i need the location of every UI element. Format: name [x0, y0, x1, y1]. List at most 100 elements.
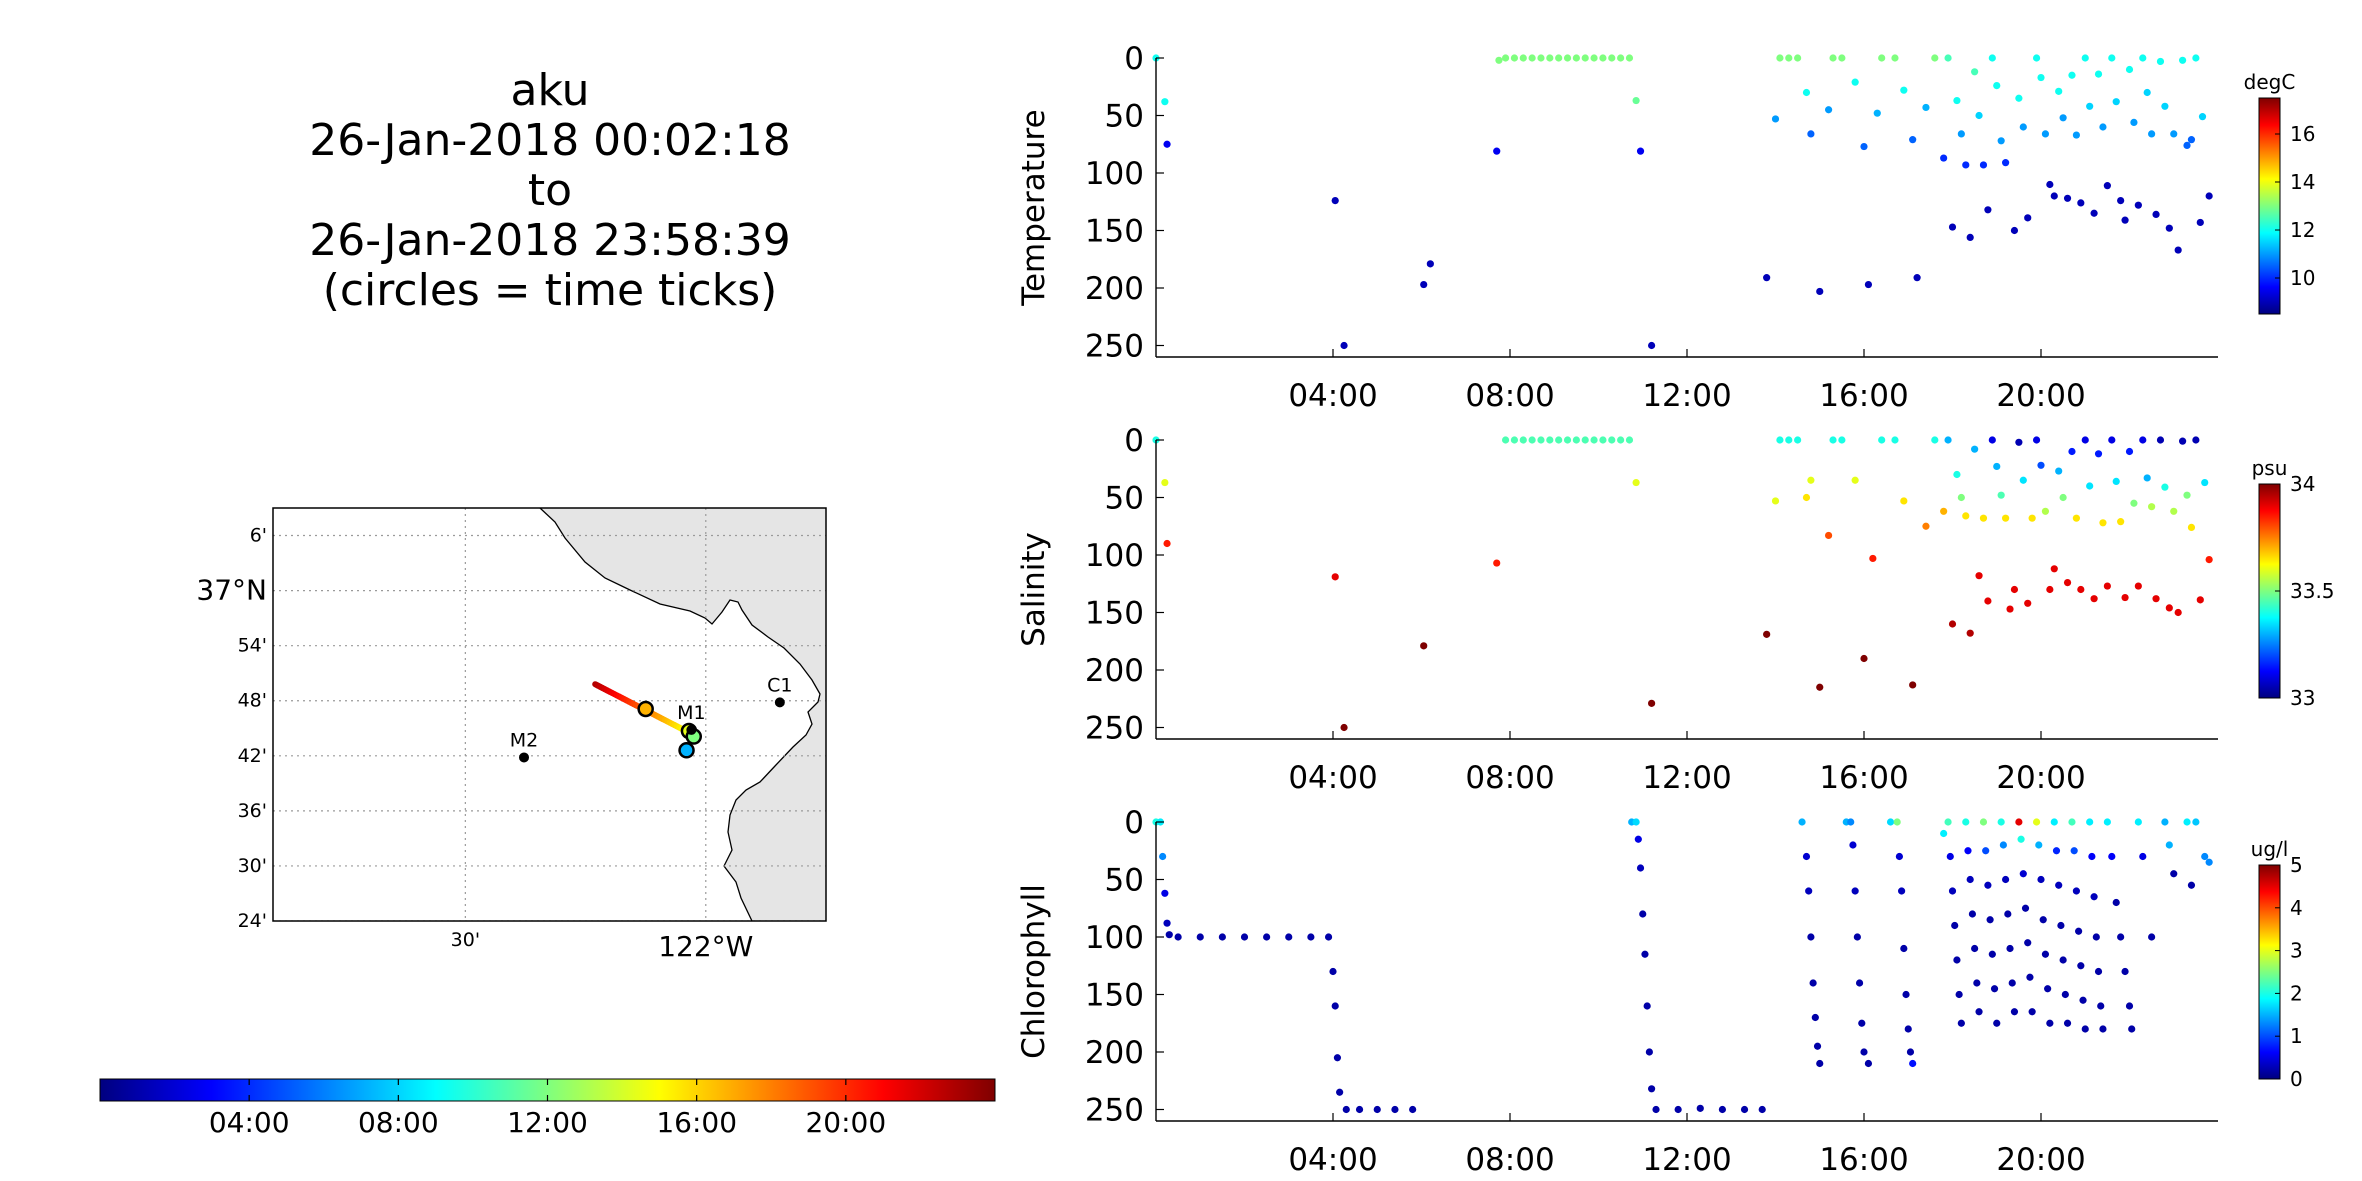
data-point: [2205, 192, 2213, 200]
land-area: [540, 508, 826, 921]
data-point: [2094, 450, 2103, 458]
data-point: [1652, 1105, 1660, 1114]
data-point: [1718, 1105, 1726, 1114]
colorbar-tick-label: 10: [2290, 266, 2315, 290]
data-point: [1802, 88, 1811, 97]
x-tick-label: 04:00: [1288, 378, 1377, 414]
data-point: [2077, 962, 2085, 970]
data-point: [2134, 818, 2142, 826]
data-point: [2205, 556, 2213, 564]
data-point: [1771, 497, 1780, 505]
colorbar-tick-label: 3: [2290, 939, 2303, 963]
data-point: [2086, 818, 2094, 826]
data-point: [2128, 1025, 2136, 1033]
data-point: [2174, 608, 2182, 617]
title-line-2: 26-Jan-2018 00:02:18: [309, 115, 791, 166]
data-point: [1898, 887, 1906, 895]
y-tick-label: 50: [1105, 481, 1144, 517]
data-point: [1599, 436, 1607, 444]
map-area: [273, 508, 826, 921]
chart-panel-temperature: 0 50 100 150 200 250 04:00 08:00 12:00 16:00 20:00…: [1016, 41, 2315, 414]
data-point: [1763, 630, 1771, 638]
data-point: [2010, 585, 2019, 594]
data-point: [1331, 573, 1339, 581]
data-point: [1953, 96, 1961, 105]
data-point: [1955, 990, 1963, 999]
data-point: [1825, 531, 1833, 540]
data-point: [1864, 280, 1873, 289]
data-point: [2092, 933, 2100, 941]
data-point: [1501, 436, 1510, 444]
data-point: [2179, 437, 2187, 445]
data-point: [2028, 1008, 2036, 1016]
x-tick-label: 16:00: [1819, 760, 1908, 796]
data-point: [2057, 921, 2065, 930]
time-colorbar: 04:00 08:00 12:00 16:00 20:00: [99, 1078, 996, 1139]
data-point: [2117, 933, 2125, 941]
data-point: [1891, 54, 1899, 62]
data-point: [1426, 260, 1434, 268]
data-point: [1285, 933, 1293, 941]
data-point: [2068, 818, 2076, 826]
data-point: [1537, 436, 1545, 444]
data-point: [2139, 852, 2147, 861]
data-point: [2039, 916, 2047, 924]
data-point: [2156, 436, 2165, 444]
data-point: [2161, 102, 2169, 110]
data-point: [1355, 1105, 1364, 1114]
data-point: [1643, 1002, 1651, 1010]
data-point: [1948, 223, 1957, 231]
map-lat-label: 30': [238, 855, 267, 877]
data-point: [2028, 514, 2036, 522]
colorbar-tick-label: 33.5: [2290, 579, 2335, 603]
data-point: [2041, 507, 2050, 515]
data-point: [1975, 111, 1983, 120]
colorbar-tick-label: 4: [2290, 896, 2303, 920]
x-tick-label: 20:00: [1996, 1142, 2085, 1178]
data-point: [1771, 115, 1780, 123]
y-tick-label: 100: [1085, 156, 1144, 192]
data-point: [2099, 123, 2107, 131]
data-point: [1853, 933, 1861, 941]
data-point: [2108, 852, 2116, 861]
data-point: [2059, 956, 2067, 964]
y-tick-label: 0: [1124, 805, 1144, 841]
colorbar-tick-label: 0: [2290, 1067, 2303, 1091]
data-point: [1581, 54, 1589, 62]
data-point: [2055, 87, 2063, 95]
mooring-label: C1: [767, 674, 792, 696]
colorbar-bar: [2258, 97, 2281, 315]
data-point: [2019, 870, 2027, 878]
y-tick-label: 100: [1085, 920, 1144, 956]
data-point: [1968, 910, 1977, 918]
data-point: [1493, 147, 1501, 155]
data-point: [1993, 1019, 2001, 1027]
data-point: [1851, 887, 1859, 895]
data-point: [2139, 436, 2147, 444]
data-point: [1329, 967, 1337, 976]
data-point: [1794, 54, 1802, 62]
data-point: [1878, 54, 1886, 62]
data-point: [1674, 1105, 1682, 1114]
data-point: [1940, 829, 1948, 838]
data-point: [1373, 1105, 1381, 1114]
data-point: [2121, 216, 2129, 224]
data-point: [2017, 835, 2025, 843]
data-point: [1858, 1019, 1866, 1027]
data-point: [1904, 1025, 1912, 1033]
data-point: [2050, 192, 2058, 200]
data-point: [1161, 478, 1169, 487]
data-point: [2037, 461, 2045, 469]
map-lat-label: 54': [238, 635, 267, 657]
data-point: [2068, 71, 2076, 79]
data-point: [1962, 161, 1970, 169]
data-point: [1163, 539, 1171, 548]
data-point: [1625, 436, 1634, 444]
y-tick-label: 0: [1124, 41, 1144, 77]
data-point: [1931, 54, 1939, 62]
data-point: [2143, 474, 2151, 482]
x-tick-label: 12:00: [1642, 1142, 1731, 1178]
data-point: [2187, 136, 2196, 144]
x-tick-label: 04:00: [1288, 1142, 1377, 1178]
data-point: [1758, 1105, 1766, 1114]
